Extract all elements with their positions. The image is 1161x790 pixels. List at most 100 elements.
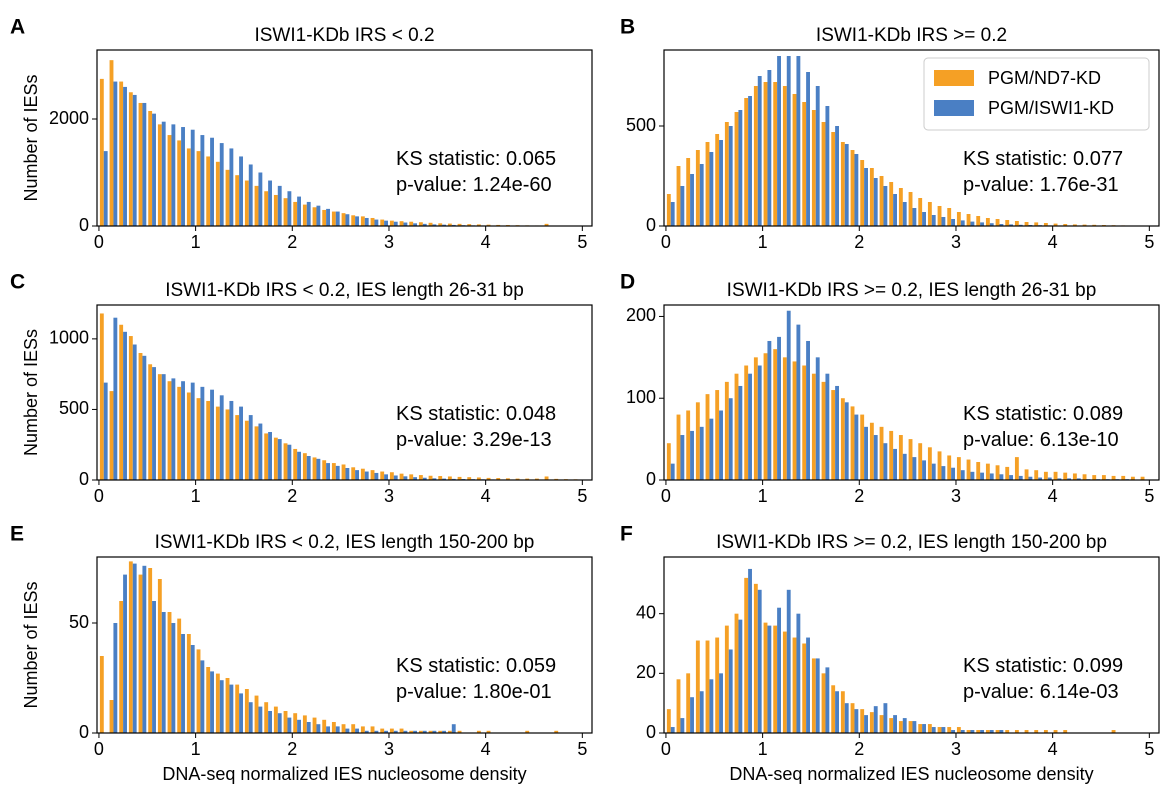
bar: [744, 98, 749, 226]
bar: [767, 625, 772, 733]
bar: [869, 422, 874, 480]
bar: [148, 568, 153, 733]
annotation: p-value: 1.24e-60: [396, 174, 552, 196]
x-tick-label: 3: [951, 739, 961, 759]
annotation: p-value: 1.80e-01: [396, 681, 552, 703]
bar: [825, 373, 830, 480]
bar: [186, 392, 191, 480]
chart-title: ISWI1-KDb IRS >= 0.2, IES length 150-200…: [716, 532, 1107, 553]
bar: [409, 221, 414, 226]
bar: [715, 134, 720, 226]
annotation: p-value: 1.76e-31: [963, 174, 1119, 196]
bar: [796, 324, 801, 480]
bar: [442, 224, 447, 226]
bar: [248, 702, 253, 733]
bar: [912, 721, 917, 733]
bar: [1024, 730, 1029, 733]
x-tick-label: 0: [661, 739, 671, 759]
bar: [695, 640, 700, 733]
bar: [138, 102, 143, 226]
bar: [835, 691, 839, 733]
bar: [773, 82, 778, 226]
bar: [128, 561, 133, 733]
bar: [380, 471, 385, 480]
x-tick-label: 1: [758, 232, 768, 252]
bar: [103, 382, 108, 480]
bar: [132, 344, 137, 480]
bar: [181, 381, 185, 480]
x-axis-label: DNA-seq normalized IES nucleosome densit…: [729, 764, 1093, 784]
bar: [219, 143, 224, 226]
bar: [486, 730, 491, 733]
bar: [1101, 475, 1106, 480]
bar: [210, 671, 214, 733]
y-tick-label: 500: [59, 398, 89, 418]
bar: [985, 463, 990, 480]
x-tick-label: 4: [1048, 232, 1058, 252]
bar: [447, 476, 452, 480]
bar: [912, 457, 917, 480]
y-tick-label: 200: [626, 305, 656, 325]
bar: [109, 700, 114, 733]
bar: [432, 224, 437, 226]
bar: [889, 718, 894, 733]
bar: [860, 160, 865, 226]
bar: [821, 381, 826, 480]
bar: [854, 414, 859, 480]
bar: [1092, 224, 1097, 226]
x-tick-label: 3: [384, 739, 394, 759]
legend-box: [923, 57, 1150, 131]
axes-frame: [96, 304, 593, 481]
bar: [831, 390, 836, 480]
bar: [534, 478, 539, 480]
x-tick-label: 2: [287, 232, 297, 252]
bar: [161, 374, 166, 480]
bar: [277, 439, 282, 480]
bar: [883, 443, 888, 480]
bar: [239, 406, 243, 480]
x-tick-label: 2: [287, 486, 297, 506]
y-tick-label: 2000: [49, 108, 89, 128]
bar: [293, 201, 298, 226]
bar: [422, 223, 427, 226]
bar: [422, 730, 427, 733]
bar: [283, 711, 288, 733]
bar: [229, 148, 234, 226]
bar: [215, 673, 220, 733]
bar: [297, 719, 301, 733]
bar: [200, 660, 205, 733]
bar: [796, 56, 801, 226]
x-tick-label: 2: [854, 232, 864, 252]
bar: [902, 718, 907, 733]
bar: [442, 730, 447, 733]
x-tick-label: 5: [577, 739, 587, 759]
bar: [738, 385, 743, 480]
bar: [889, 430, 894, 480]
y-tick-label: 0: [646, 722, 656, 742]
bar: [351, 215, 356, 226]
bar: [931, 727, 936, 733]
bar: [728, 398, 733, 480]
bar: [796, 613, 801, 733]
bar: [345, 728, 350, 733]
bar: [1005, 220, 1010, 226]
bar: [753, 357, 758, 480]
bar: [941, 466, 946, 480]
bar: [403, 476, 408, 480]
bar: [215, 161, 220, 226]
bar: [1014, 730, 1019, 733]
y-tick-label: 50: [69, 612, 89, 632]
y-tick-label: 20: [636, 662, 656, 682]
bar: [219, 680, 224, 733]
bar: [123, 574, 127, 733]
bar: [99, 656, 104, 733]
bar: [918, 724, 923, 733]
bar: [171, 124, 176, 226]
bar: [554, 730, 559, 733]
bar: [177, 140, 182, 226]
bar: [200, 386, 205, 480]
bar: [370, 217, 375, 226]
bar: [738, 110, 743, 226]
bar: [724, 381, 729, 480]
bar: [1043, 471, 1048, 480]
